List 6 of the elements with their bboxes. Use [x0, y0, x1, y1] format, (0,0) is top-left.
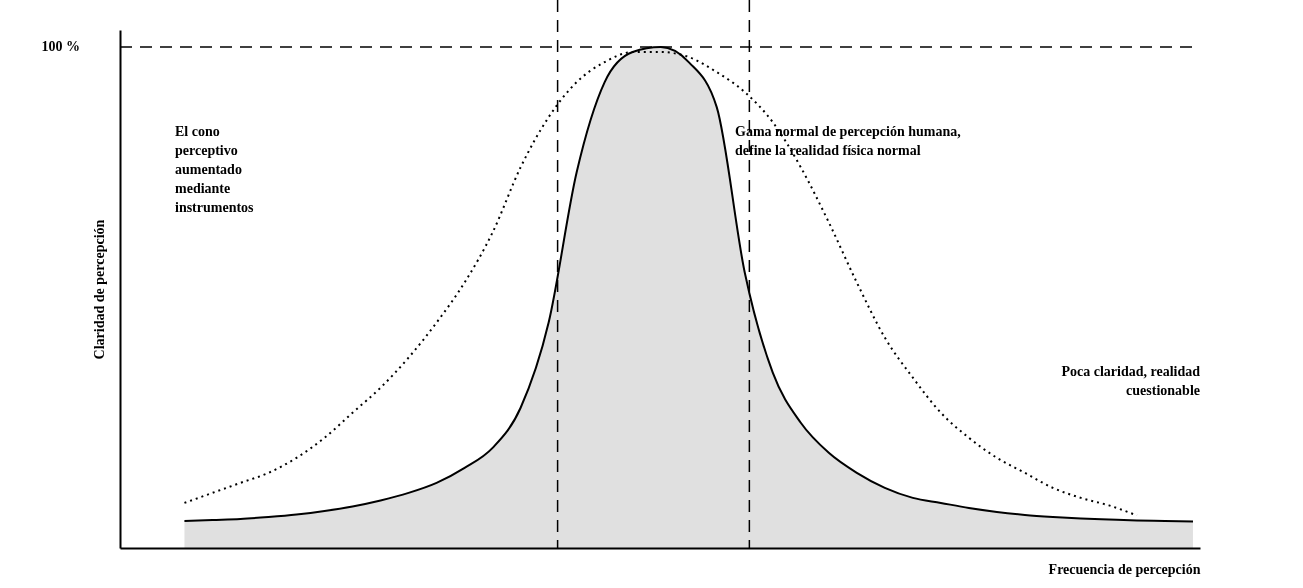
ref-line-label: 100 % — [41, 39, 80, 55]
annotation: Poca claridad, realidad cuestionable — [1061, 364, 1201, 398]
x-axis-title: Frecuencia de percepción — [1048, 561, 1201, 577]
annotation: El cono perceptivo aumentado mediante instrumentos — [175, 124, 255, 215]
y-axis-title: Claridad de percepción — [91, 219, 107, 360]
annotation: Gama normal de percepción humana, define la realidad física normal — [735, 124, 961, 158]
